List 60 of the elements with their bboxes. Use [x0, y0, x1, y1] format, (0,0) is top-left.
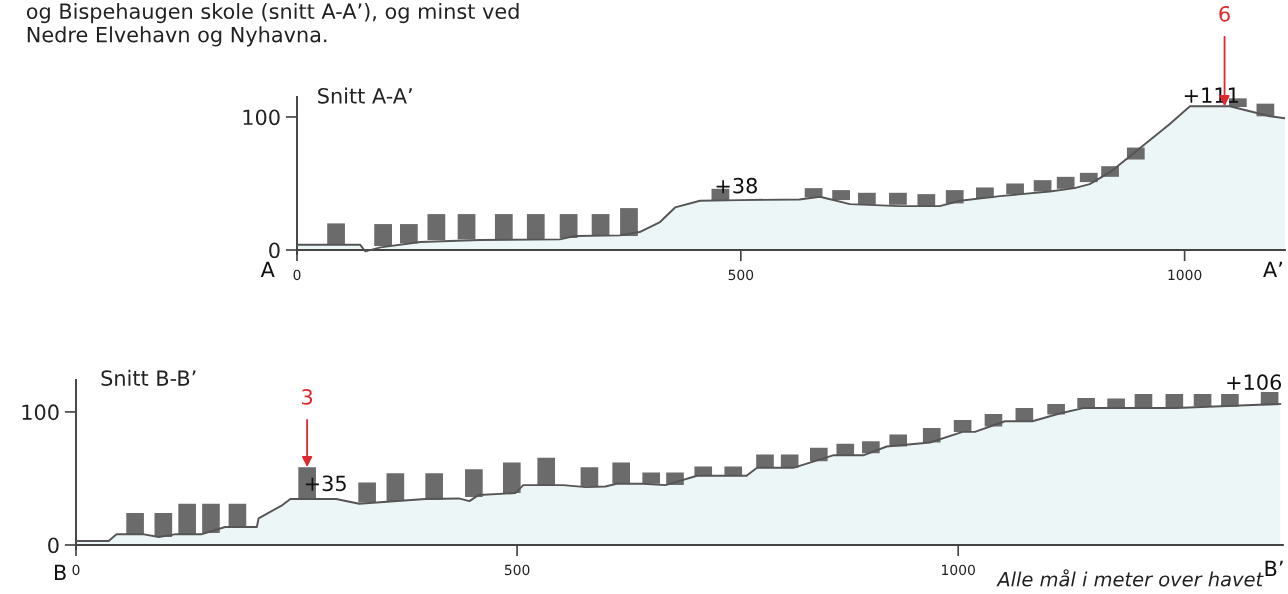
bar [457, 214, 476, 240]
bar [620, 208, 638, 237]
bar [228, 503, 247, 528]
bar [1056, 176, 1075, 189]
text: A [260, 261, 275, 278]
bar [202, 503, 220, 534]
x-tick-label: 0 [72, 564, 80, 576]
bar [953, 419, 972, 432]
bar [832, 190, 850, 201]
text: og Bispehaugen skole (snitt A-A’), og minst ved Nedre Elvehavn og Nyhavna. [26, 2, 519, 47]
bar [126, 513, 144, 535]
bar [358, 482, 376, 503]
annotation: 3 [302, 389, 313, 405]
bar [694, 466, 713, 476]
y-tick-label: 100 [243, 109, 280, 126]
x-tick-label: 1000 [1168, 269, 1202, 281]
bar [857, 192, 876, 205]
bar [526, 214, 545, 240]
bar [537, 457, 556, 486]
text: B [55, 564, 66, 581]
bar [917, 194, 936, 207]
text: Alle mål i meter over havet [996, 569, 1264, 587]
annotation: +106 [1227, 374, 1282, 391]
annotation: 6 [1219, 5, 1230, 22]
bar [724, 466, 743, 476]
bar [1079, 172, 1098, 183]
x-tick-label: 500 [728, 269, 754, 281]
x-tick-label: 500 [504, 564, 530, 576]
text: A’ [1263, 261, 1282, 278]
bar [1193, 393, 1212, 407]
y-tick-label: 100 [22, 404, 59, 421]
text: B’ [1265, 560, 1283, 577]
bar [399, 224, 418, 244]
bar [612, 462, 631, 484]
bar [559, 214, 578, 239]
bar [580, 467, 599, 487]
bar [642, 472, 661, 484]
bar [425, 473, 443, 500]
bar [327, 223, 345, 245]
chart-title: Snitt B-B’ [101, 369, 196, 386]
chart-title: Snitt A-A’ [318, 87, 412, 104]
bar [386, 473, 405, 502]
bar [154, 513, 173, 537]
bar [780, 454, 799, 468]
bar [374, 224, 392, 247]
bar [494, 214, 513, 240]
bar [1077, 397, 1095, 408]
bar [465, 469, 483, 498]
x-tick-label: 1000 [942, 564, 975, 576]
bar [1033, 180, 1052, 192]
bar [1006, 183, 1024, 195]
bar [836, 443, 855, 456]
bar [756, 454, 774, 468]
bar [502, 462, 521, 494]
bar [889, 192, 907, 205]
bar [591, 214, 610, 237]
x-tick-label: 0 [293, 269, 301, 281]
annotation: +38 [716, 177, 757, 194]
bar [178, 503, 196, 535]
bar [427, 214, 446, 241]
